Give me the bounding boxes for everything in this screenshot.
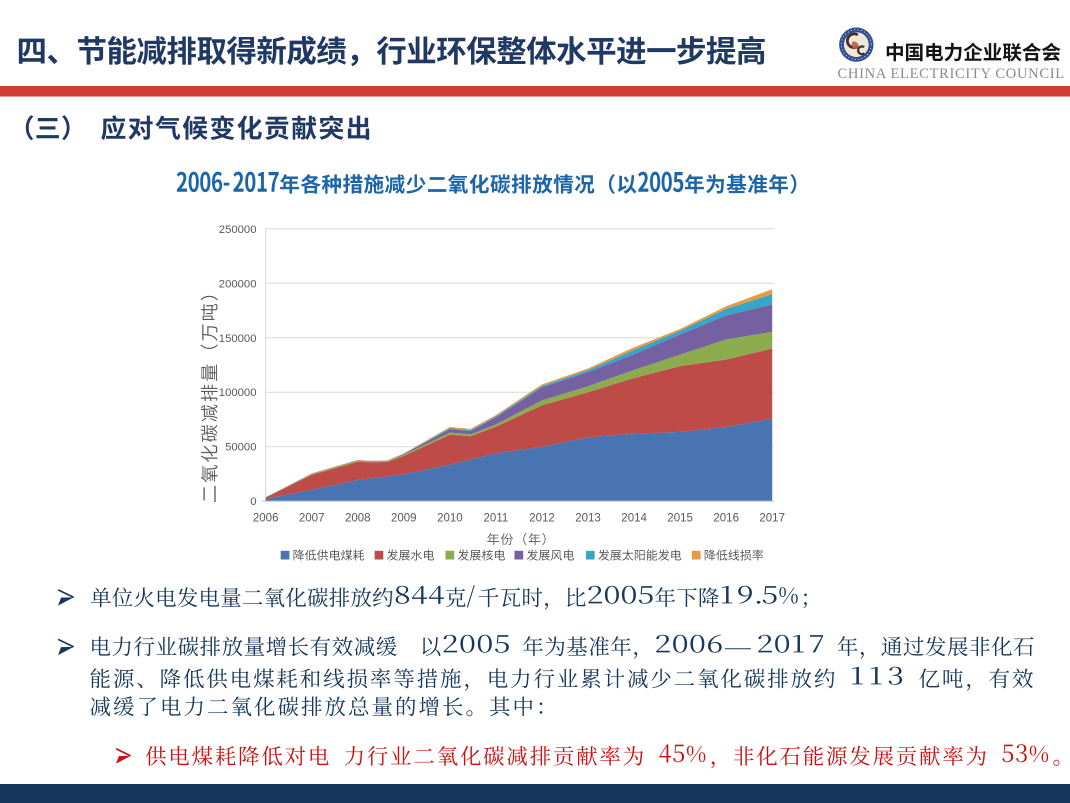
svg-text:2011: 2011: [484, 513, 509, 525]
svg-text:2007: 2007: [299, 513, 325, 525]
svg-text:250000: 250000: [219, 224, 257, 236]
svg-text:200000: 200000: [219, 278, 257, 290]
svg-text:2006: 2006: [253, 513, 279, 525]
svg-text:150000: 150000: [219, 333, 257, 345]
svg-text:2016: 2016: [713, 513, 739, 525]
svg-text:2012: 2012: [529, 513, 555, 525]
svg-text:2010: 2010: [437, 513, 463, 525]
svg-text:2014: 2014: [621, 513, 647, 525]
svg-text:CHINA ELECTRICITY COUNCIL: CHINA ELECTRICITY COUNCIL: [838, 66, 1065, 82]
svg-text:2017: 2017: [759, 513, 785, 525]
svg-text:0: 0: [250, 496, 256, 508]
svg-text:2015: 2015: [667, 513, 693, 525]
svg-text:100000: 100000: [219, 387, 257, 399]
svg-text:2008: 2008: [345, 513, 371, 525]
svg-text:50000: 50000: [225, 442, 256, 454]
svg-text:2013: 2013: [575, 513, 601, 525]
svg-text:2009: 2009: [391, 513, 417, 525]
